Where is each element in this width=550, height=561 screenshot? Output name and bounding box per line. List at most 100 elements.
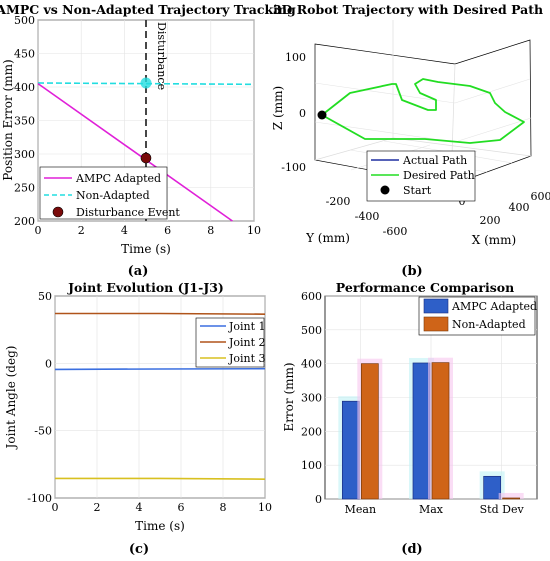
y-tick-label: 300: [301, 392, 322, 405]
panel-d-title: Performance Comparison: [336, 280, 514, 295]
panel-a-title: AMPC vs Non-Adapted Trajectory Tracking: [0, 2, 296, 17]
y-tick-label: 0: [45, 357, 52, 370]
legend-start-marker: [380, 185, 390, 195]
panel-a-legend: AMPC Adapted Non-Adapted Disturbance Eve…: [39, 166, 180, 220]
legend-ampc-bar-label: AMPC Adapted: [451, 300, 537, 313]
panel-d-legend: AMPC Adapted Non-Adapted: [418, 296, 537, 336]
panel-a-ylabel: Position Error (mm): [1, 59, 15, 180]
panel-c-ylabel: Joint Angle (deg): [4, 346, 18, 451]
x-tick-label: 10: [247, 224, 261, 237]
bar-nonadapted-mean: [360, 363, 379, 500]
y-tick-label: 50: [38, 290, 52, 303]
panel-b-zlabel: Z (mm): [271, 86, 285, 130]
panel-b-title: 3D Robot Trajectory with Desired Path: [273, 2, 543, 17]
legend-event-marker: [52, 206, 64, 218]
x-tick-label: 8: [207, 224, 214, 237]
panel-a-caption: (a): [128, 264, 149, 279]
svg-text:0: 0: [299, 107, 306, 120]
panel-c-xlabel: Time (s): [135, 519, 185, 533]
svg-text:0: 0: [459, 195, 466, 208]
panel-b-legend: Actual Path Desired Path Start: [366, 150, 476, 202]
bar-ampc-mean: [341, 400, 360, 500]
panel-c-title: Joint Evolution (J1-J3): [67, 280, 224, 295]
desired-path-line: [321, 78, 525, 144]
panel-d: Performance Comparison 0 100 200 300 400 500 6…: [282, 280, 538, 557]
y-tick-label: 200: [14, 215, 35, 228]
y-tick-label: 350: [14, 115, 35, 128]
y-tick-label: 0: [315, 493, 322, 506]
panel-a: AMPC vs Non-Adapted Trajectory Tracking …: [0, 2, 296, 279]
y-tick-label: 600: [301, 290, 322, 303]
y-tick-label: 200: [301, 425, 322, 438]
legend-start-label: Start: [403, 184, 432, 197]
x-tick-label: 6: [164, 224, 171, 237]
legend-nonadapted-label: Non-Adapted: [76, 189, 150, 202]
bar-ampc-max: [412, 362, 431, 500]
panel-b-ticks: 100 0 -100 -200 -400 -600 0 200 400 600: [281, 51, 550, 238]
panel-c: Joint Evolution (J1-J3) 0 2 4 6 8 10 -100 -50 0 5…: [4, 280, 272, 557]
legend-event-label: Disturbance Event: [76, 206, 180, 219]
nonadapted-highlight-marker: [140, 77, 152, 89]
panel-b: 3D Robot Trajectory with Desired Path 10…: [271, 2, 550, 279]
x-tick-label: 8: [220, 501, 227, 514]
svg-text:600: 600: [531, 190, 550, 203]
disturbance-event-marker: [140, 152, 152, 164]
panel-a-xlabel: Time (s): [121, 242, 171, 256]
svg-text:-100: -100: [281, 161, 306, 174]
legend-ampc-bar-swatch: [423, 298, 449, 314]
legend-j3-label: Joint 3: [228, 352, 266, 365]
category-label: Max: [419, 503, 444, 516]
y-tick-label: 400: [301, 358, 322, 371]
legend-ampc-label: AMPC Adapted: [75, 172, 161, 185]
svg-text:200: 200: [480, 214, 501, 227]
legend-nonadapted-bar-swatch: [423, 316, 449, 332]
joint-3-line: [55, 477, 266, 480]
y-tick-label: 300: [14, 148, 35, 161]
y-tick-label: 450: [14, 48, 35, 61]
x-tick-label: 4: [136, 501, 143, 514]
panel-c-legend: Joint 1 Joint 2 Joint 3: [195, 317, 266, 368]
y-tick-label: 250: [14, 182, 35, 195]
panel-b-ylabel: Y (mm): [305, 231, 350, 245]
x-tick-label: 4: [121, 224, 128, 237]
legend-j2-label: Joint 2: [228, 336, 266, 349]
joint-1-line: [54, 367, 266, 371]
legend-nonadapted-bar-label: Non-Adapted: [452, 318, 526, 331]
svg-text:100: 100: [285, 51, 306, 64]
bar-nonadapted-max: [431, 362, 450, 500]
legend-j1-label: Joint 1: [228, 320, 266, 333]
x-tick-label: 6: [178, 501, 185, 514]
category-label: Mean: [345, 503, 376, 516]
disturbance-label: Disturbance: [155, 22, 168, 90]
svg-text:-600: -600: [383, 225, 408, 238]
y-tick-label: -50: [34, 425, 52, 438]
x-tick-label: 2: [94, 501, 101, 514]
panel-b-caption: (b): [401, 264, 422, 279]
x-tick-label: 0: [52, 501, 59, 514]
y-tick-label: 400: [14, 81, 35, 94]
x-tick-label: 0: [35, 224, 42, 237]
legend-actual-label: Actual Path: [402, 154, 467, 167]
category-label: Std Dev: [480, 503, 525, 516]
panel-c-caption: (c): [129, 542, 149, 557]
joint-2-line: [55, 312, 266, 315]
panel-d-ylabel: Error (mm): [282, 362, 296, 431]
panel-d-caption: (d): [401, 542, 422, 557]
bar-ampc-std-dev: [483, 475, 502, 500]
legend-desired-label: Desired Path: [403, 169, 475, 182]
start-marker: [317, 110, 327, 120]
bar-glow: [498, 492, 524, 499]
y-tick-label: -100: [27, 492, 52, 505]
y-tick-label: 500: [14, 14, 35, 27]
ampc-line: [37, 82, 233, 222]
svg-text:-400: -400: [355, 210, 380, 223]
svg-text:-200: -200: [326, 195, 351, 208]
panel-b-xlabel: X (mm): [472, 233, 516, 247]
x-tick-label: 2: [78, 224, 85, 237]
x-tick-label: 10: [258, 501, 272, 514]
bar-nonadapted-std-dev: [502, 497, 521, 500]
y-tick-label: 100: [301, 459, 322, 472]
svg-text:400: 400: [509, 201, 530, 214]
y-tick-label: 500: [301, 324, 322, 337]
